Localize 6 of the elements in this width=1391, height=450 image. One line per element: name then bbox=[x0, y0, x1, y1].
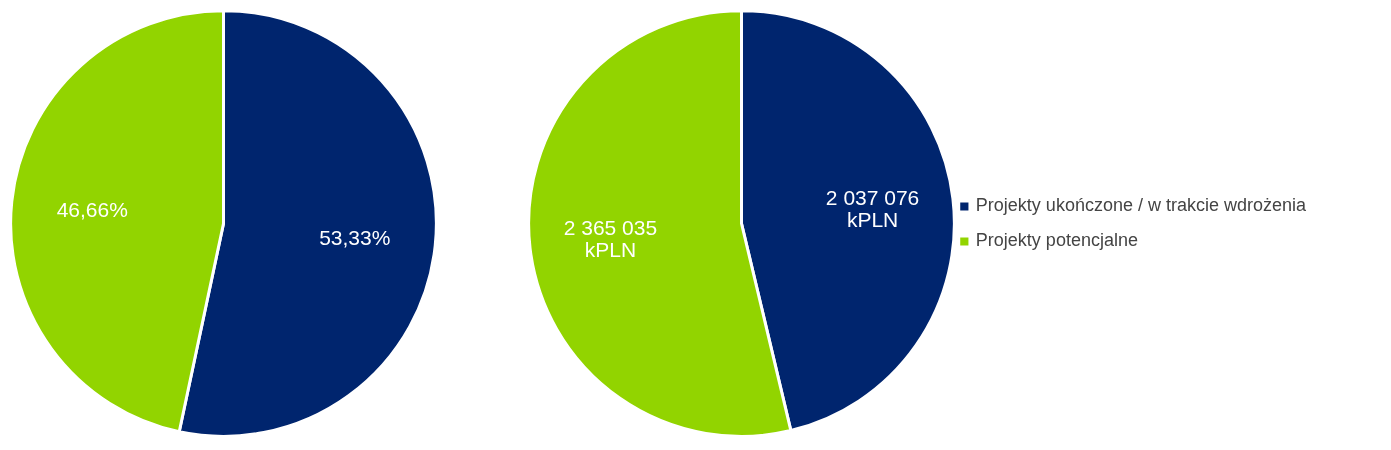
data-label: 53,33% bbox=[319, 225, 391, 249]
legend-label: Projekty ukończone / w trakcie wdrożenia bbox=[975, 195, 1306, 216]
legend-label: Projekty potencjalne bbox=[975, 230, 1138, 251]
data-label: 46,66% bbox=[56, 198, 128, 222]
data-label: 2 365 035 kPLN bbox=[563, 216, 658, 262]
data-label: 2 037 076 kPLN bbox=[825, 185, 920, 231]
